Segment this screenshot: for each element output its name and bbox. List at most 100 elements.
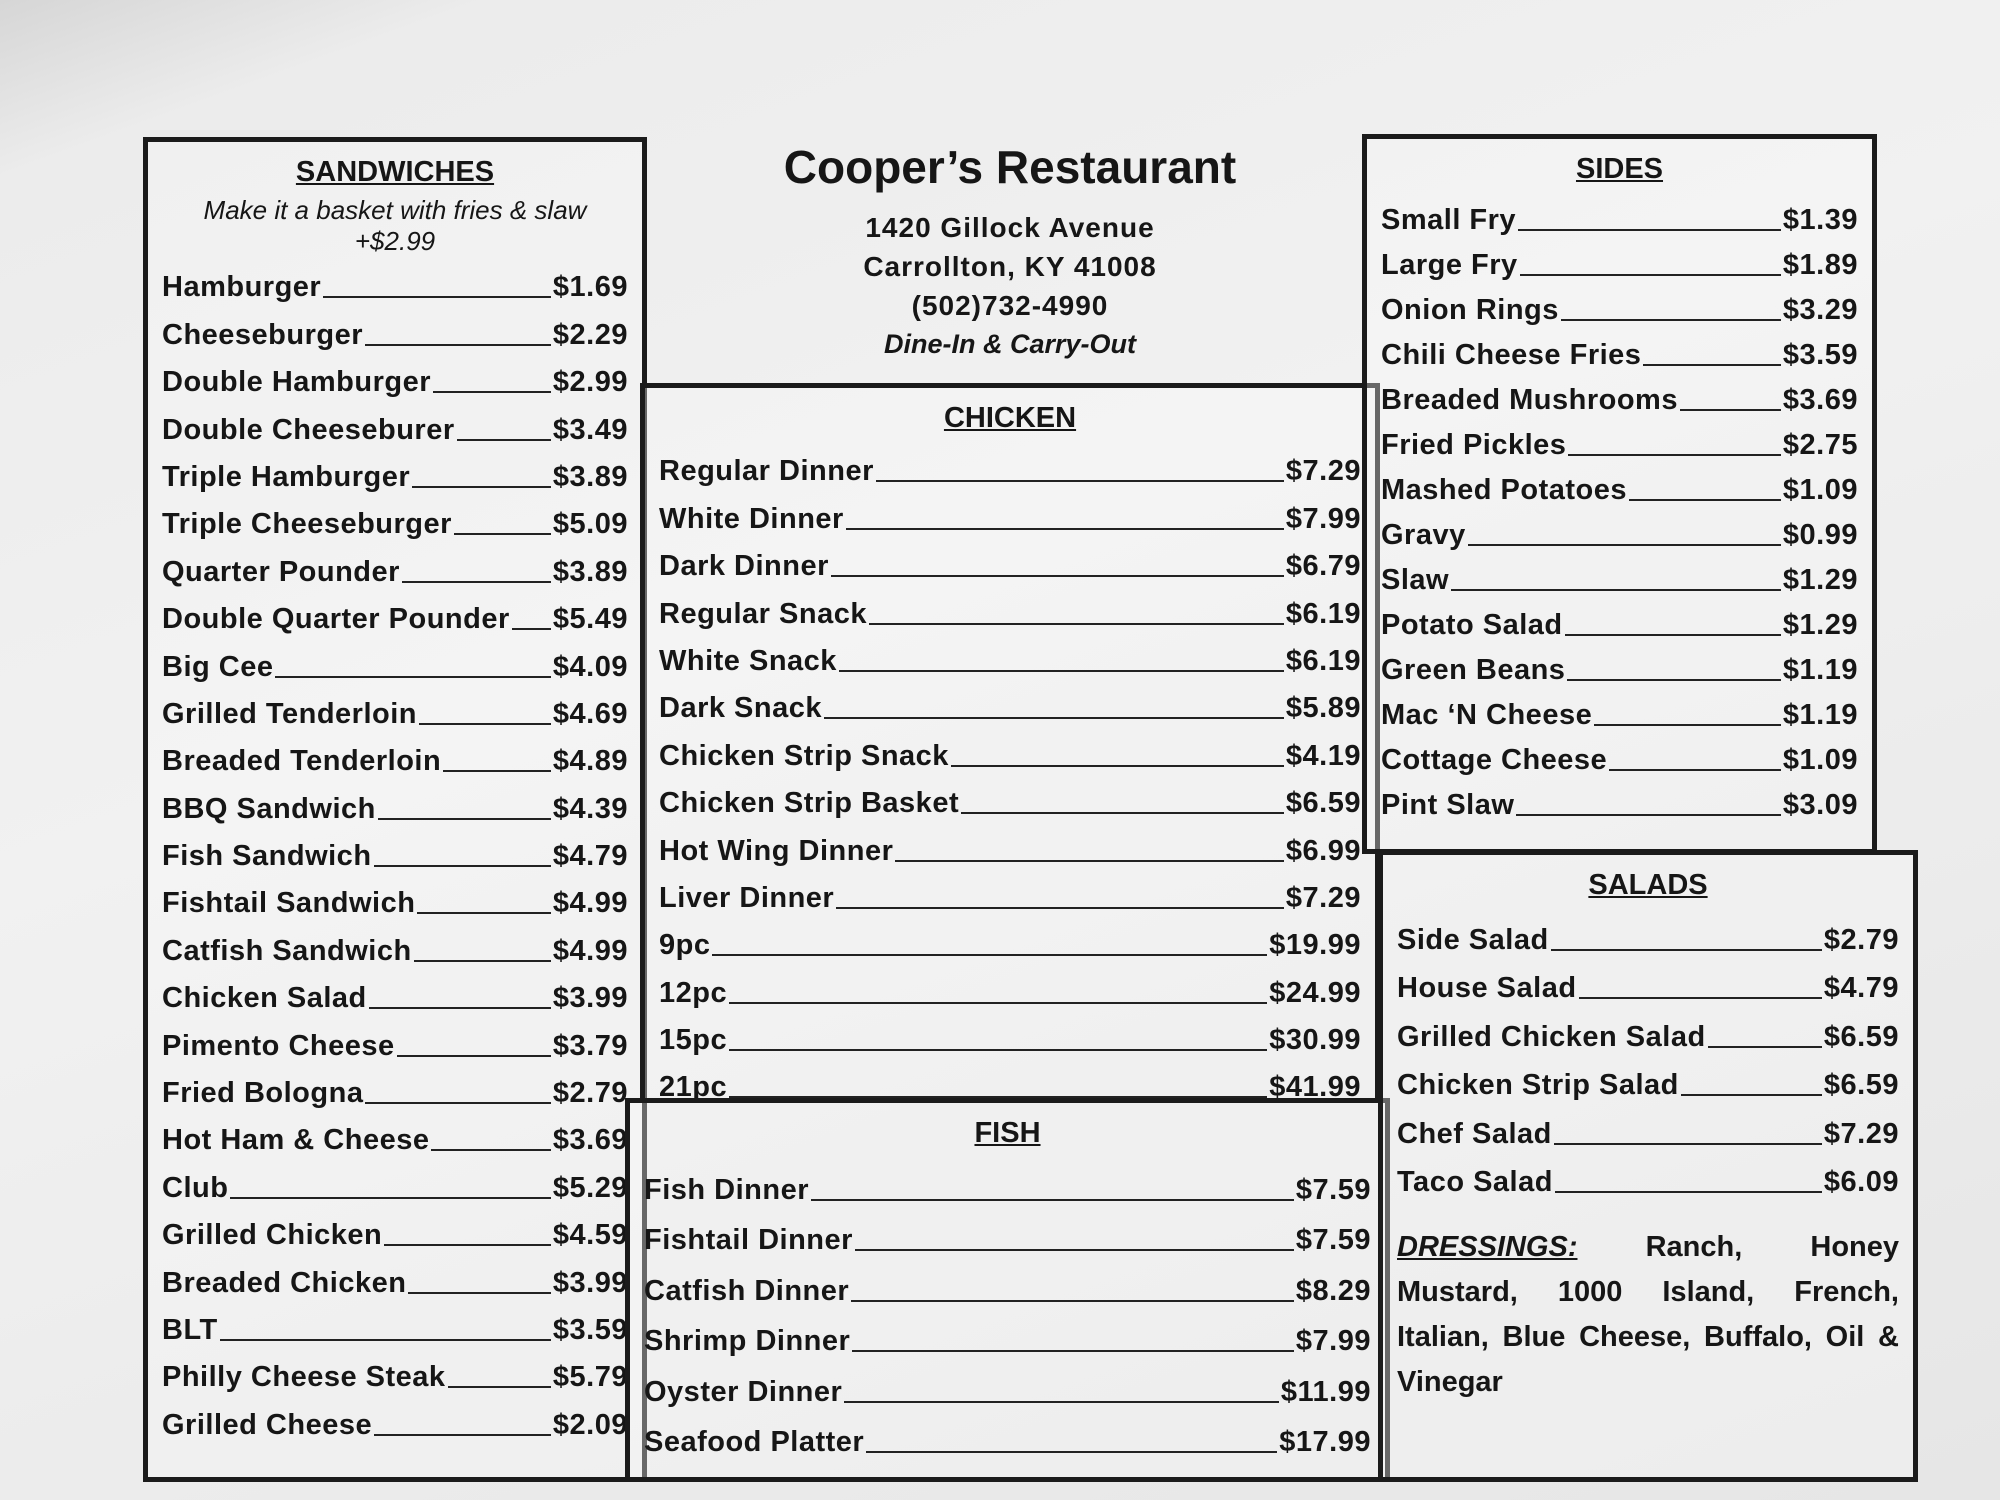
menu-item-list: Regular Dinner $7.29 White Dinner $7.99 Dark… [645, 441, 1375, 1104]
leader-line [868, 622, 1284, 625]
item-name: Taco Salad [1397, 1166, 1553, 1198]
item-name: Club [162, 1171, 229, 1204]
leader-line [836, 906, 1284, 909]
item-price: $7.29 [1823, 1117, 1899, 1150]
menu-item: Potato Salad $1.29 [1381, 597, 1858, 642]
leader-line [1609, 769, 1781, 771]
basket-note: Make it a basket with fries & slaw [203, 195, 587, 225]
item-price: $1.09 [1782, 474, 1858, 506]
menu-item: Oyster Dinner $11.99 [644, 1358, 1371, 1409]
menu-item: Fishtail Dinner $7.59 [644, 1207, 1371, 1258]
item-price: $30.99 [1269, 1024, 1361, 1057]
menu-item: Hot Ham & Cheese $3.69 [162, 1110, 628, 1157]
item-name: Seafood Platter [644, 1426, 865, 1458]
leader-line [950, 764, 1284, 767]
leader-line [1629, 499, 1781, 501]
item-price: $1.89 [1782, 249, 1858, 281]
menu-item: Triple Hamburger $3.89 [162, 447, 628, 494]
item-name: Fishtail Dinner [644, 1224, 853, 1256]
menu-item: Breaded Mushrooms $3.69 [1381, 372, 1858, 417]
item-price: $4.99 [552, 934, 628, 967]
item-price: $0.99 [1782, 519, 1858, 551]
item-price: $1.29 [1782, 564, 1858, 596]
phone: (502)732-4990 [911, 290, 1109, 321]
item-price: $6.99 [1285, 834, 1361, 867]
item-price: $2.29 [552, 318, 628, 351]
leader-line [852, 1350, 1294, 1352]
leader-line [401, 580, 551, 583]
item-price: $1.69 [552, 271, 628, 304]
item-price: $1.09 [1782, 744, 1858, 776]
item-price: $3.09 [1782, 789, 1858, 821]
leader-line [1568, 454, 1781, 456]
sides-section: SIDES Small Fry $1.39 Large Fry $1.89 Onion … [1362, 134, 1877, 854]
menu-item: Shrimp Dinner $7.99 [644, 1308, 1371, 1359]
leader-line [433, 391, 551, 394]
sandwiches-title: SANDWICHES [295, 156, 495, 188]
item-price: $3.79 [552, 1029, 628, 1062]
menu-item-list: Fish Dinner $7.59 Fishtail Dinner $7.59 Catf… [630, 1156, 1385, 1459]
menu-item: Gravy $0.99 [1381, 507, 1858, 552]
leader-line [431, 1149, 551, 1152]
menu-item: Triple Cheeseburger $5.09 [162, 494, 628, 541]
leader-line [230, 1196, 551, 1199]
menu-item: Slaw $1.29 [1381, 552, 1858, 597]
leader-line [1554, 1191, 1822, 1193]
menu-item-list: Side Salad $2.79 House Salad $4.79 Grilled C… [1383, 908, 1913, 1199]
item-name: White Dinner [659, 502, 844, 535]
leader-line [1707, 1045, 1822, 1048]
leader-line [1451, 589, 1781, 591]
item-price: $7.99 [1285, 502, 1361, 535]
leader-line [854, 1249, 1294, 1251]
leader-line [729, 1096, 1268, 1099]
menu-item: Fried Pickles $2.75 [1381, 417, 1858, 462]
menu-item: 9pc $19.99 [659, 915, 1361, 962]
item-name: Small Fry [1381, 204, 1517, 236]
menu-item: 15pc $30.99 [659, 1010, 1361, 1057]
leader-line [408, 1291, 551, 1294]
item-price: $3.69 [1782, 384, 1858, 416]
menu-item: Onion Rings $3.29 [1381, 282, 1858, 327]
item-name: Dark Dinner [659, 550, 829, 583]
item-name: Pint Slaw [1381, 789, 1515, 821]
item-name: Breaded Mushrooms [1381, 384, 1678, 416]
leader-line [875, 480, 1284, 483]
menu-item: Seafood Platter $17.99 [644, 1409, 1371, 1460]
item-name: Double Cheeseburer [162, 413, 455, 446]
menu-item: Small Fry $1.39 [1381, 192, 1858, 237]
item-price: $4.19 [1285, 739, 1361, 772]
menu-item: Regular Dinner $7.29 [659, 441, 1361, 488]
item-name: Large Fry [1381, 249, 1518, 281]
menu-item-list: Small Fry $1.39 Large Fry $1.89 Onion Rings $… [1367, 192, 1872, 822]
leader-line [1679, 409, 1781, 411]
item-name: Mac ‘N Cheese [1381, 699, 1593, 731]
item-price: $4.79 [1823, 972, 1899, 1004]
leader-line [1594, 724, 1781, 726]
item-price: $5.09 [552, 508, 628, 541]
leader-line [1560, 319, 1781, 321]
leader-line [384, 1244, 551, 1247]
leader-line [1518, 229, 1781, 231]
item-price: $3.99 [552, 982, 628, 1015]
menu-item: Breaded Tenderloin $4.89 [162, 731, 628, 778]
menu-item: Fried Bologna $2.79 [162, 1063, 628, 1110]
service: Dine-In & Carry-Out [883, 329, 1137, 359]
item-name: 12pc [659, 976, 728, 1009]
menu-item: Chicken Strip Basket $6.59 [659, 773, 1361, 820]
item-price: $5.29 [552, 1171, 628, 1204]
item-price: $2.09 [552, 1408, 628, 1441]
item-price: $19.99 [1269, 929, 1361, 962]
item-name: Double Quarter Pounder [162, 603, 510, 636]
leader-line [323, 296, 551, 299]
item-price: $11.99 [1280, 1375, 1371, 1408]
menu-item: Chicken Salad $3.99 [162, 968, 628, 1015]
leader-line [729, 1001, 1268, 1004]
leader-line [413, 959, 551, 962]
leader-line [419, 722, 551, 725]
item-name: Breaded Chicken [162, 1266, 407, 1299]
item-price: $24.99 [1269, 976, 1361, 1009]
item-price: $2.79 [1823, 923, 1899, 956]
leader-line [377, 817, 551, 820]
item-price: $7.29 [1285, 455, 1361, 488]
item-name: Hot Ham & Cheese [162, 1124, 430, 1157]
